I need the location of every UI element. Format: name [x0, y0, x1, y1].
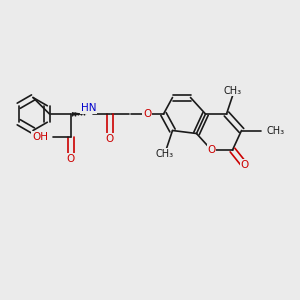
Text: O: O [143, 109, 151, 119]
Text: CH₃: CH₃ [224, 85, 242, 96]
Text: O: O [105, 134, 114, 144]
Text: O: O [66, 154, 75, 164]
Text: OH: OH [32, 131, 48, 142]
Text: CH₃: CH₃ [156, 149, 174, 159]
Text: O: O [207, 145, 216, 155]
Text: HN: HN [81, 103, 96, 113]
Text: CH₃: CH₃ [266, 125, 284, 136]
Polygon shape [72, 112, 87, 116]
Text: O: O [240, 160, 249, 170]
